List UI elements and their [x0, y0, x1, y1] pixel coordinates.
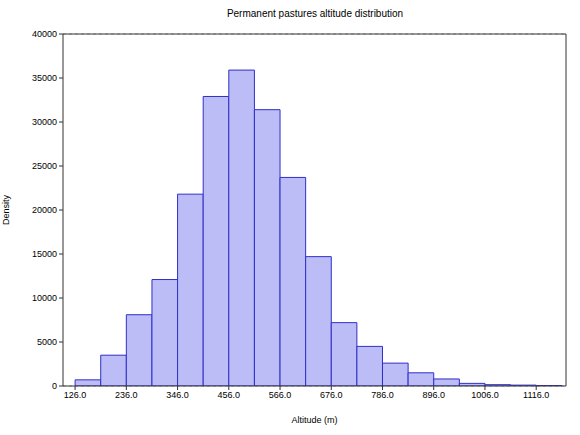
svg-text:896.0: 896.0	[422, 390, 445, 400]
svg-text:15000: 15000	[32, 249, 57, 259]
svg-text:40000: 40000	[32, 29, 57, 39]
svg-text:126.0: 126.0	[64, 390, 87, 400]
svg-text:0: 0	[52, 381, 57, 391]
svg-text:346.0: 346.0	[166, 390, 189, 400]
svg-text:236.0: 236.0	[115, 390, 138, 400]
svg-text:676.0: 676.0	[320, 390, 343, 400]
svg-text:30000: 30000	[32, 117, 57, 127]
svg-text:10000: 10000	[32, 293, 57, 303]
svg-text:Altitude (m): Altitude (m)	[291, 415, 337, 425]
svg-text:35000: 35000	[32, 73, 57, 83]
svg-text:1116.0: 1116.0	[523, 390, 549, 400]
svg-text:566.0: 566.0	[269, 390, 292, 400]
svg-text:20000: 20000	[32, 205, 57, 215]
svg-text:Density: Density	[8, 194, 11, 225]
svg-text:5000: 5000	[37, 337, 57, 347]
svg-text:25000: 25000	[32, 161, 57, 171]
svg-text:786.0: 786.0	[371, 390, 394, 400]
svg-text:1006.0: 1006.0	[471, 390, 499, 400]
svg-text:456.0: 456.0	[218, 390, 241, 400]
html-text:Permanent pastures altitude di: Permanent pastures altitude distribution	[226, 8, 404, 19]
